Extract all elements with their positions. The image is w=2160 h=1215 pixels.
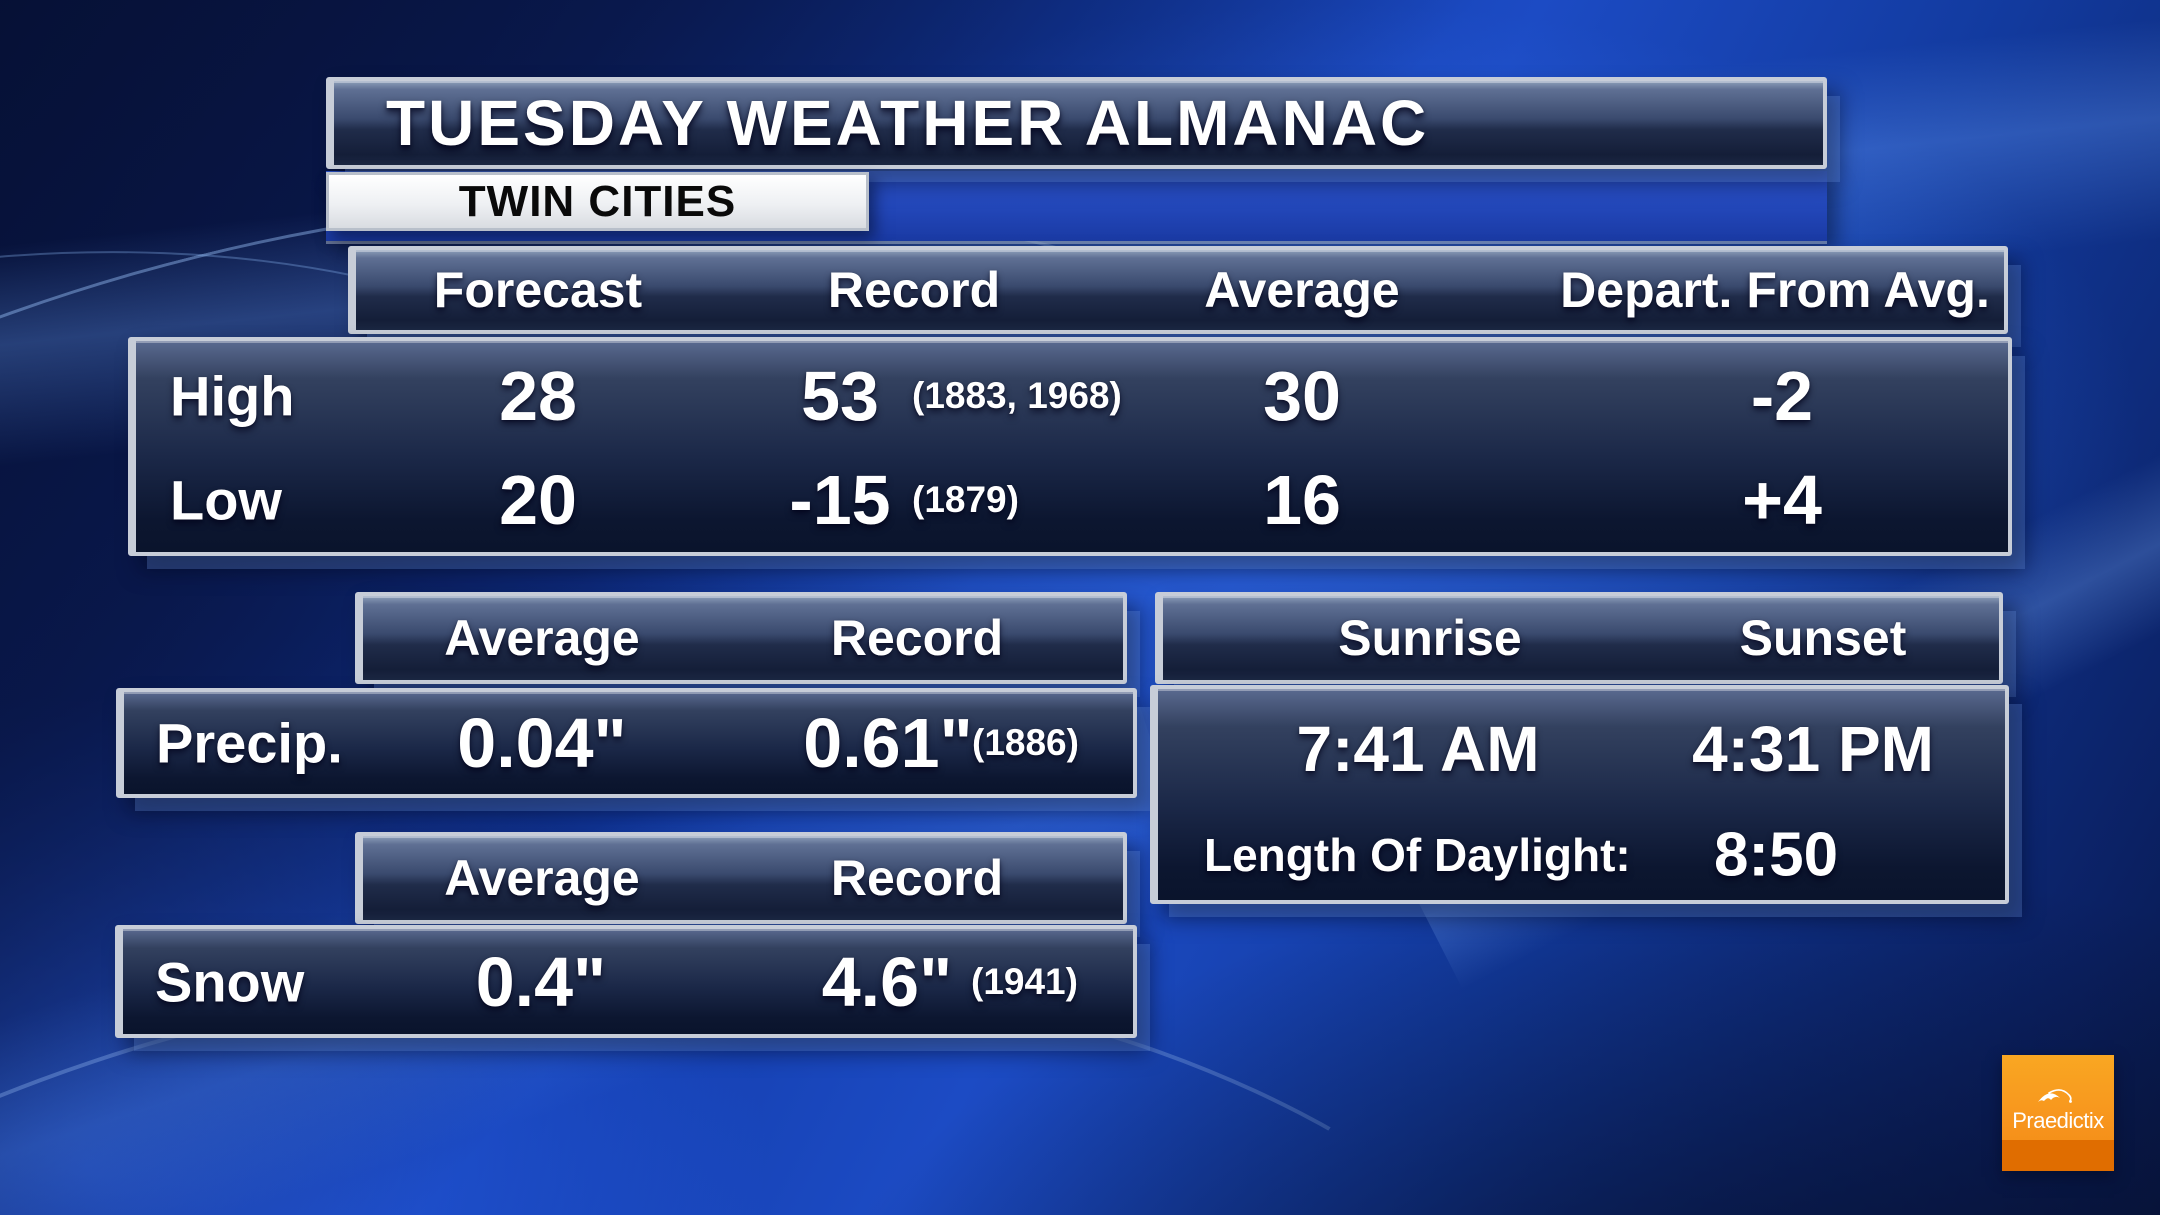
column-header-record: Record — [827, 262, 1001, 318]
praedictix-logo: Praedictix — [2002, 1055, 2114, 1171]
snow-column-header-bar: Average Record — [355, 832, 1127, 924]
snow-header-record: Record — [830, 850, 1004, 906]
sunrise-time: 7:41 AM — [1296, 713, 1540, 785]
precip-row: Precip. 0.04" 0.61" (1886) — [116, 688, 1137, 798]
snow-record-value: 4.6" — [821, 942, 953, 1021]
high-forecast-value: 28 — [499, 356, 577, 435]
high-record-years: (1883, 1968) — [912, 374, 1122, 416]
high-record-value: 53 — [801, 356, 879, 435]
precip-header-record: Record — [830, 610, 1004, 666]
sun-panel: 7:41 AM 4:31 PM Length Of Daylight: 8:50 — [1150, 685, 2009, 904]
snow-header-average: Average — [444, 850, 640, 906]
umbrella-icon — [2038, 1089, 2072, 1103]
column-header-forecast: Forecast — [433, 262, 643, 318]
row-label-high: High — [170, 364, 295, 427]
snow-record-year: (1941) — [971, 960, 1078, 1002]
snow-row: Snow 0.4" 4.6" (1941) — [115, 925, 1137, 1038]
high-average-value: 30 — [1263, 356, 1341, 435]
location-label: TWIN CITIES — [458, 176, 737, 226]
low-record-value: -15 — [789, 460, 891, 539]
high-departure-value: -2 — [1750, 356, 1814, 435]
title-banner: TUESDAY WEATHER ALMANAC — [326, 77, 1827, 169]
precip-column-header-bar: Average Record — [355, 592, 1127, 684]
daylight-row: Length Of Daylight: 8:50 — [1158, 809, 2005, 901]
column-header-average: Average — [1204, 262, 1400, 318]
precip-record-value: 0.61" — [803, 704, 973, 782]
column-header-departure: Depart. From Avg. — [1560, 262, 1990, 318]
low-average-value: 16 — [1263, 460, 1341, 539]
temps-column-header-bar: Forecast Record Average Depart. From Avg… — [348, 246, 2008, 334]
table-row-high: High 28 53 (1883, 1968) 30 -2 — [136, 343, 2008, 448]
table-row-low: Low 20 -15 (1879) 16 +4 — [136, 447, 2008, 552]
precip-header-average: Average — [444, 610, 640, 666]
logo-bottom-strip — [2002, 1140, 2114, 1171]
temps-panel: High 28 53 (1883, 1968) 30 -2 Low 20 -15… — [128, 337, 2012, 556]
precip-average-value: 0.04" — [457, 704, 627, 782]
logo-wordmark: Praedictix — [2012, 1108, 2104, 1133]
sunset-time: 4:31 PM — [1692, 713, 1934, 785]
daylight-value: 8:50 — [1713, 820, 1839, 890]
sun-header-sunrise: Sunrise — [1338, 610, 1522, 666]
daylight-label: Length Of Daylight: — [1204, 829, 1631, 881]
row-label-snow: Snow — [155, 950, 305, 1013]
page-title: TUESDAY WEATHER ALMANAC — [386, 87, 1430, 159]
snow-average-value: 0.4" — [475, 942, 607, 1021]
low-record-years: (1879) — [912, 478, 1019, 520]
sun-times-row: 7:41 AM 4:31 PM — [1158, 689, 2005, 809]
low-departure-value: +4 — [1742, 460, 1822, 539]
location-tab: TWIN CITIES — [326, 172, 869, 231]
sun-column-header-bar: Sunrise Sunset — [1155, 592, 2003, 684]
row-label-precip: Precip. — [156, 711, 343, 775]
precip-record-year: (1886) — [972, 722, 1079, 763]
row-label-low: Low — [170, 468, 282, 531]
low-forecast-value: 20 — [499, 460, 577, 539]
sun-header-sunset: Sunset — [1739, 610, 1907, 666]
